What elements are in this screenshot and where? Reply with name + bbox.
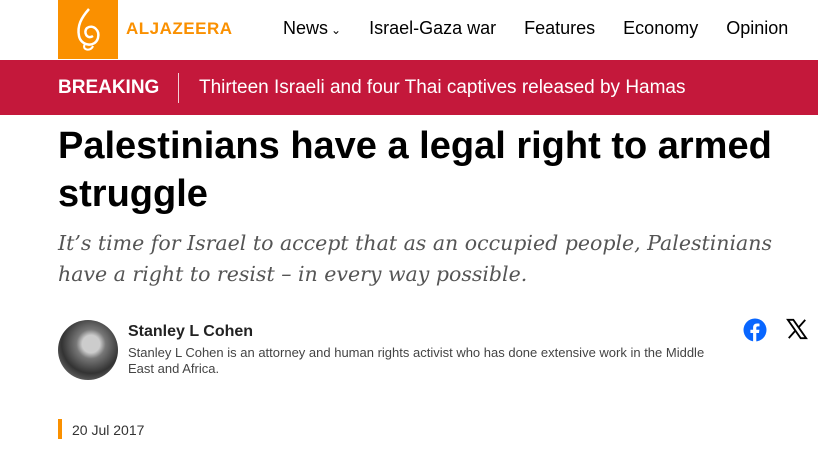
author-name[interactable]: Stanley L Cohen (128, 323, 254, 340)
facebook-icon (743, 318, 767, 342)
author-bio: Stanley L Cohen is an attorney and human… (128, 345, 705, 376)
breaking-news-banner[interactable]: BREAKING Thirteen Israeli and four Thai … (0, 60, 818, 115)
logo-text[interactable]: ALJAZEERA (126, 19, 233, 38)
logo-calligraphy-icon (77, 7, 100, 51)
publish-date: 20 Jul 2017 (72, 422, 145, 438)
breaking-headline[interactable]: Thirteen Israeli and four Thai captives … (199, 76, 686, 98)
nav-item-news[interactable]: News ⌄ (283, 18, 341, 39)
date-accent-bar (58, 419, 62, 439)
chevron-down-icon: ⌄ (331, 23, 342, 37)
facebook-share-button[interactable] (743, 318, 767, 342)
x-share-button[interactable] (786, 318, 808, 340)
x-icon (786, 318, 808, 340)
nav-item-economy[interactable]: Economy (623, 18, 699, 38)
logo[interactable] (58, 0, 118, 59)
page-title: Palestinians have a legal right to armed… (58, 125, 772, 215)
author-avatar[interactable] (58, 320, 118, 380)
nav-label: News (283, 18, 329, 38)
breaking-label: BREAKING (58, 76, 160, 98)
nav-item-features[interactable]: Features (524, 18, 596, 38)
article-subtitle: It’s time for Israel to accept that as a… (58, 231, 772, 286)
nav-item-israel-gaza-war[interactable]: Israel-Gaza war (369, 18, 497, 38)
main-nav: News ⌄ Israel-Gaza war Features Economy O… (283, 18, 816, 39)
site-header: ALJAZEERA News ⌄ Israel-Gaza war Features… (0, 0, 818, 60)
nav-item-opinion[interactable]: Opinion (726, 18, 789, 38)
divider (178, 73, 179, 103)
